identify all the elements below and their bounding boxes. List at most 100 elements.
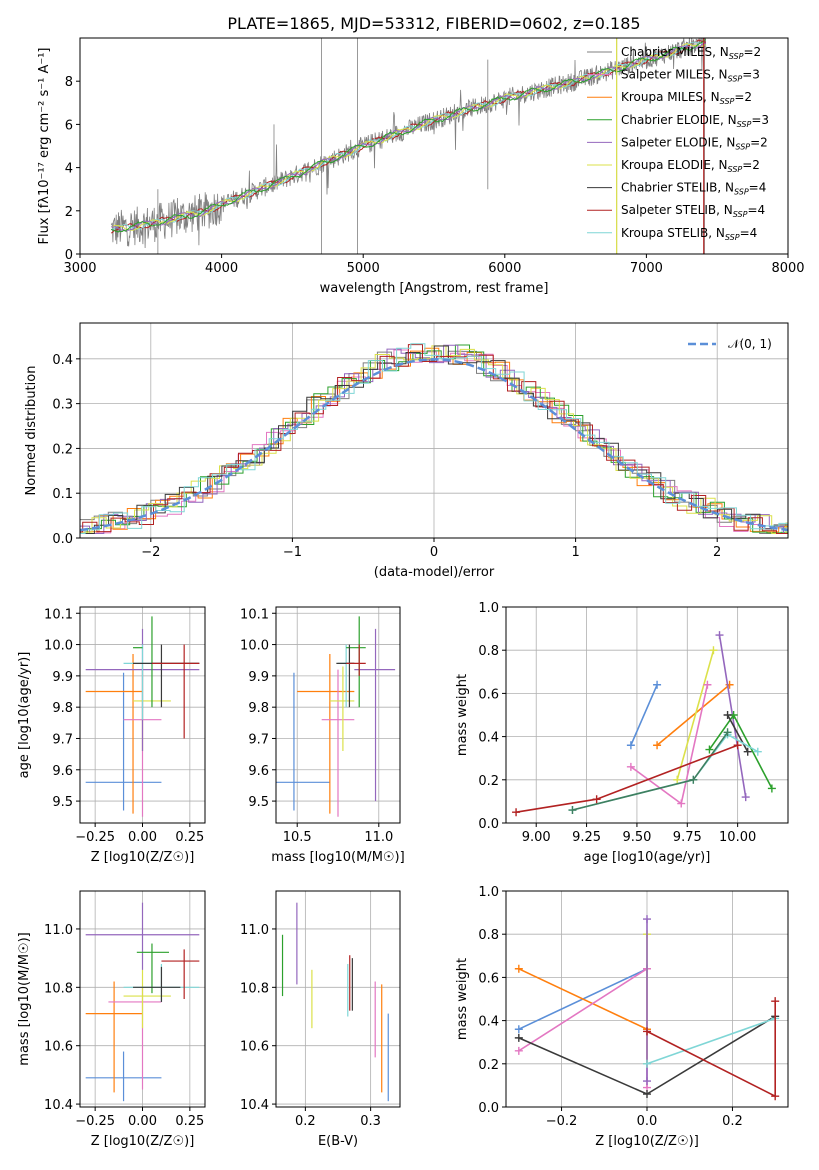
x-tick-label: 10.5 [283, 830, 312, 845]
y-tick-label: 9.8 [52, 701, 73, 716]
y-tick-label: 10.1 [240, 607, 269, 622]
spectrum-frame [79, 37, 789, 255]
data-point [626, 741, 635, 750]
x-tick-label: 0.25 [175, 830, 204, 845]
series-line [656, 684, 731, 746]
y-tick-label: 0.0 [52, 532, 73, 547]
x-tick-label: 0.2 [295, 1114, 316, 1129]
x-tick-label: 9.50 [622, 830, 651, 845]
legend-label: 𝒩(0, 1) [728, 337, 772, 351]
legend-label: Chabrier MILES, NSSP=2 [621, 45, 761, 61]
y-tick-label: 9.5 [248, 795, 269, 810]
x-tick-label: 6000 [488, 261, 521, 276]
y-tick-label: 10.1 [44, 607, 73, 622]
Z_age-frame [79, 606, 206, 824]
y-tick-label: 9.7 [248, 732, 269, 747]
data-point [703, 680, 712, 689]
data-point [723, 711, 732, 719]
Z_weight-frame [505, 890, 789, 1108]
data-point [709, 646, 718, 655]
y-tick-label: 10.4 [240, 1098, 269, 1113]
x-tick-label: 9.00 [522, 830, 551, 845]
data-point [643, 915, 651, 924]
y-tick-label: 9.9 [248, 670, 269, 685]
Z_mass-ylabel: mass [log10(M/M☉)] [17, 932, 32, 1065]
data-point [753, 747, 762, 756]
data-point [514, 1025, 523, 1034]
data-point [689, 775, 698, 784]
x-tick-label: −0.25 [75, 830, 115, 845]
data-point [771, 997, 780, 1006]
x-tick-label: 8000 [771, 261, 804, 276]
y-tick-label: 0.0 [478, 817, 499, 832]
legend-label: Kroupa MILES, NSSP=2 [621, 90, 752, 106]
data-point [673, 775, 682, 784]
y-tick-label: 9.5 [52, 795, 73, 810]
Z_weight-ylabel: mass weight [455, 958, 470, 1040]
x-tick-label: 0 [430, 545, 438, 560]
y-tick-label: 10.6 [44, 1040, 73, 1055]
legend-label: Salpeter MILES, NSSP=3 [621, 68, 760, 84]
data-point [771, 1092, 780, 1101]
x-tick-label: 7000 [630, 261, 663, 276]
age_weight-ylabel: mass weight [455, 674, 470, 756]
figure-title: PLATE=1865, MJD=53312, FIBERID=0602, z=0… [227, 14, 640, 33]
y-tick-label: 9.7 [52, 732, 73, 747]
y-tick-label: 2 [65, 205, 73, 220]
y-tick-label: 0.4 [478, 1015, 499, 1030]
y-tick-label: 11.0 [44, 923, 73, 938]
x-tick-label: −2 [141, 545, 160, 560]
series-line [676, 649, 715, 781]
data-point [767, 784, 776, 793]
spectrum-xlabel: wavelength [Angstrom, rest frame] [320, 281, 549, 296]
x-tick-label: 9.75 [673, 830, 702, 845]
x-tick-label: 3000 [63, 261, 96, 276]
residual-histograms [80, 343, 788, 534]
data-point [743, 747, 752, 756]
Z_mass-frame [79, 890, 206, 1108]
x-tick-label: 5000 [347, 261, 380, 276]
data-point [643, 1077, 651, 1086]
y-tick-label: 8 [65, 75, 73, 90]
y-tick-label: 0.8 [478, 928, 499, 943]
x-tick-label: 1 [571, 545, 579, 560]
series-line [646, 1017, 776, 1065]
data-point [514, 1033, 523, 1042]
x-tick-label: 4000 [205, 261, 238, 276]
data-point [653, 680, 662, 689]
y-tick-label: 0.8 [478, 644, 499, 659]
residuals-ylabel: Normed distribution [24, 366, 39, 496]
y-tick-label: 0.4 [52, 353, 73, 368]
x-tick-label: 0.00 [128, 1114, 157, 1129]
x-tick-label: 0.00 [128, 830, 157, 845]
Z_weight-axes: −0.2 0.0 0.2 0.0 0.2 0.4 0.6 0.8 1.0 [478, 885, 788, 1129]
data-point [723, 728, 732, 737]
legend-label: Chabrier STELIB, NSSP=4 [621, 181, 766, 197]
data-point [592, 795, 601, 804]
legend-label: Salpeter STELIB, NSSP=4 [621, 203, 765, 219]
x-tick-label: 0.0 [637, 1114, 658, 1129]
y-tick-label: 10.6 [240, 1040, 269, 1055]
series-line [518, 968, 648, 1030]
y-tick-label: 6 [65, 118, 73, 133]
normal-distribution-curve [80, 358, 788, 532]
age_weight-xlabel: age [log10(age/yr)] [584, 850, 711, 865]
data-point [643, 1059, 651, 1068]
x-tick-label: 11.0 [364, 830, 393, 845]
data-point [626, 762, 635, 771]
series-line [630, 684, 658, 746]
data-point [514, 1046, 523, 1055]
series-line [572, 731, 729, 811]
model-spectrum-line [111, 43, 707, 231]
x-tick-label: 2 [713, 545, 721, 560]
x-tick-label: −1 [283, 545, 302, 560]
y-tick-label: 10.0 [240, 639, 269, 654]
y-tick-label: 0.3 [52, 398, 73, 413]
histogram-step-line [80, 345, 788, 534]
y-tick-label: 10.8 [44, 981, 73, 996]
spectrum-axes: 3000 4000 5000 6000 7000 8000 0 2 4 6 8 [63, 75, 804, 276]
y-tick-label: 10.4 [44, 1098, 73, 1113]
age_weight-frame [505, 606, 789, 824]
age_weight-axes: 9.00 9.25 9.50 9.75 10.00 0.0 0.2 0.4 0.6 0.8 1.0 [478, 601, 788, 845]
